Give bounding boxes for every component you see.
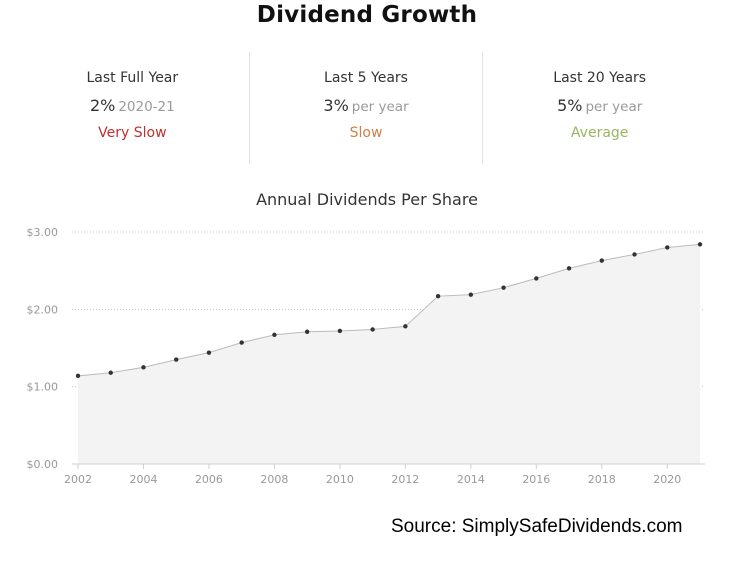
- data-point: [141, 365, 146, 370]
- x-tick-label: 2006: [195, 473, 223, 486]
- stat-label: Last 5 Years: [324, 70, 408, 86]
- data-point: [174, 357, 179, 362]
- data-point: [665, 245, 670, 250]
- data-point: [304, 329, 310, 334]
- x-tick-label: 2004: [129, 473, 157, 486]
- stat-last-20-years: Last 20 Years 5% per year Average: [483, 52, 716, 164]
- data-point: [239, 340, 244, 345]
- stat-suffix: 2020-21: [118, 99, 175, 115]
- stat-last-full-year: Last Full Year 2% 2020-21 Very Slow: [16, 52, 250, 164]
- x-tick-label: 2010: [326, 473, 354, 486]
- data-point: [435, 293, 441, 299]
- area-fill: [78, 244, 700, 464]
- growth-stats: Last Full Year 2% 2020-21 Very Slow Last …: [16, 52, 716, 164]
- stat-last-5-years: Last 5 Years 3% per year Slow: [250, 52, 484, 164]
- x-tick-label: 2002: [64, 473, 92, 486]
- stat-suffix: per year: [585, 99, 643, 115]
- stat-number: 3%: [323, 96, 349, 115]
- data-point: [468, 292, 474, 297]
- stat-value: 2% 2020-21: [16, 96, 249, 115]
- data-point: [697, 242, 703, 247]
- stat-rating: Very Slow: [98, 125, 167, 141]
- page-title: Dividend Growth: [256, 2, 478, 28]
- data-point: [534, 276, 539, 281]
- stat-label: Last Full Year: [86, 70, 179, 86]
- stat-rating: Slow: [349, 125, 383, 141]
- data-point: [272, 332, 277, 338]
- data-point: [566, 266, 572, 271]
- data-point: [337, 328, 343, 334]
- stat-suffix: per year: [351, 99, 409, 115]
- x-tick-label: 2014: [457, 473, 485, 486]
- chart-title: Annual Dividends Per Share: [256, 190, 478, 209]
- y-tick-label: $3.00: [27, 226, 59, 239]
- y-tick-label: $0.00: [27, 458, 59, 471]
- y-tick-label: $2.00: [27, 303, 59, 316]
- data-point: [108, 370, 113, 375]
- x-tick-label: 2018: [588, 473, 616, 486]
- data-point: [599, 258, 604, 263]
- y-tick-label: $1.00: [27, 381, 59, 394]
- data-point: [501, 285, 506, 290]
- stat-value: 3% per year: [250, 96, 483, 115]
- stat-rating: Average: [570, 125, 629, 141]
- x-tick-label: 2008: [260, 473, 288, 486]
- data-point: [403, 324, 408, 329]
- x-tick-label: 2020: [653, 473, 681, 486]
- data-point: [206, 350, 212, 355]
- stat-value: 5% per year: [483, 96, 716, 115]
- series-line: [77, 243, 701, 377]
- data-point: [632, 252, 637, 257]
- data-point: [370, 327, 375, 332]
- source-credit: Source: SimplySafeDividends.com: [391, 516, 683, 537]
- data-point: [75, 373, 81, 379]
- stat-label: Last 20 Years: [553, 70, 647, 86]
- stat-number: 2%: [89, 96, 116, 115]
- x-tick-label: 2012: [391, 473, 419, 486]
- stat-number: 5%: [557, 96, 583, 115]
- x-tick-label: 2016: [522, 473, 550, 486]
